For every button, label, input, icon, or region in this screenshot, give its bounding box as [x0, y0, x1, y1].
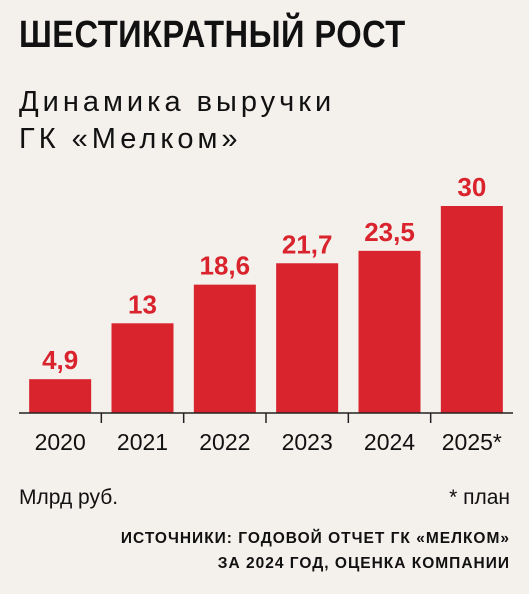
source-note: ИСТОЧНИКИ: ГОДОВОЙ ОТЧЕТ ГК «МЕЛКОМ» ЗА … — [120, 530, 510, 572]
bar-0 — [29, 379, 92, 413]
x-tick-label-3: 2023 — [282, 429, 333, 455]
value-label-1: 13 — [128, 289, 157, 319]
unit-label: Млрд руб. — [19, 486, 119, 509]
value-label-3: 21,7 — [282, 229, 333, 259]
value-label-0: 4,9 — [42, 345, 78, 375]
plan-note: * план — [449, 486, 510, 509]
x-tick-label-4: 2024 — [364, 429, 415, 455]
bar-5 — [440, 206, 503, 413]
x-tick-label-2: 2022 — [199, 429, 250, 455]
chart-subtitle: Динамика выручки ГК «Мелком» — [19, 86, 336, 155]
x-tick-label-1: 2021 — [117, 429, 168, 455]
bar-2 — [193, 284, 256, 413]
x-tick-label-0: 2020 — [35, 429, 86, 455]
chart-title: ШЕСТИКРАТНЫЙ РОСТ — [19, 14, 406, 56]
bar-3 — [276, 263, 339, 413]
bar-4 — [358, 250, 421, 413]
bar-1 — [111, 323, 174, 413]
value-label-5: 30 — [457, 172, 486, 202]
value-label-4: 23,5 — [364, 217, 415, 247]
x-tick-label-5: 2025* — [442, 429, 502, 455]
value-label-2: 18,6 — [200, 251, 251, 281]
